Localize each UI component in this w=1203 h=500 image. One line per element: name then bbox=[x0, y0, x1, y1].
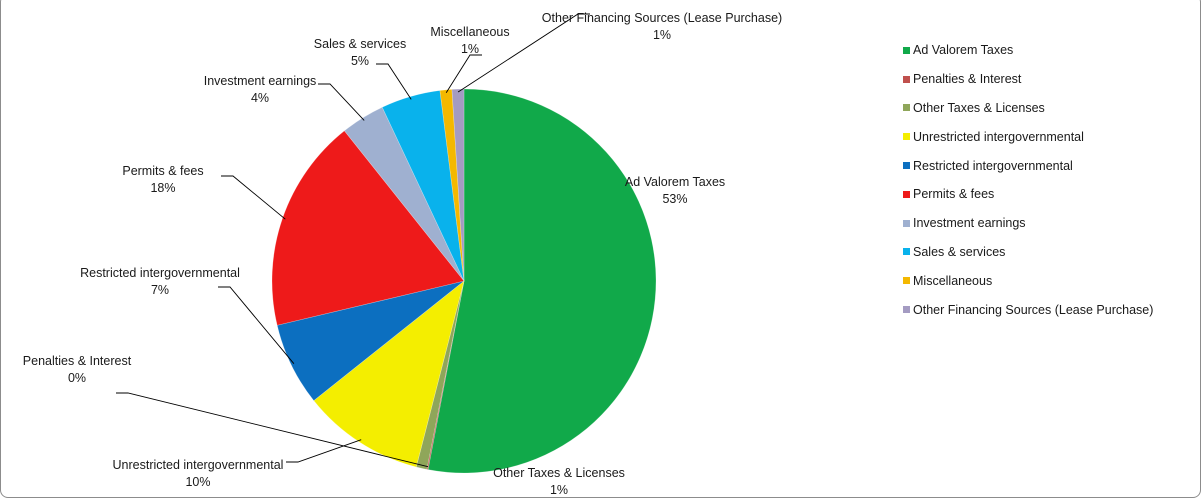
legend-label: Sales & services bbox=[913, 244, 1006, 259]
data-label-percent: 7% bbox=[151, 283, 169, 297]
pie-slice-restricted-intergovernmental bbox=[276, 280, 465, 402]
data-label-percent: 5% bbox=[351, 54, 369, 68]
data-label-name: Miscellaneous bbox=[430, 25, 509, 39]
data-label-name: Permits & fees bbox=[122, 164, 203, 178]
data-label-name: Ad Valorem Taxes bbox=[625, 175, 725, 189]
data-label-restricted-intergovernmental: Restricted intergovernmental 7% bbox=[80, 266, 240, 297]
data-label-miscellaneous: Miscellaneous 1% bbox=[430, 25, 509, 56]
pie-slice-permits-and-fees bbox=[271, 130, 465, 326]
legend-label: Miscellaneous bbox=[913, 273, 993, 288]
data-label-name: Unrestricted intergovernmental bbox=[113, 458, 284, 472]
legend-label: Other Financing Sources (Lease Purchase) bbox=[913, 302, 1154, 317]
legend: Ad Valorem Taxes Penalties & Interest Othe… bbox=[903, 36, 1203, 324]
leader-line-restricted-intergovernmental bbox=[218, 286, 295, 364]
pie-slices bbox=[271, 88, 657, 474]
legend-label: Ad Valorem Taxes bbox=[913, 43, 1014, 58]
data-label-name: Other Taxes & Licenses bbox=[493, 466, 625, 480]
pie-slice-other-taxes-and-licenses bbox=[415, 280, 465, 470]
legend-swatch bbox=[903, 75, 910, 83]
legend-swatch bbox=[903, 133, 910, 141]
data-label-percent: 1% bbox=[550, 483, 568, 497]
leader-line-investment-earnings bbox=[318, 83, 365, 121]
data-label-percent: 53% bbox=[662, 192, 687, 206]
legend-item-permits-and-fees: Permits & fees bbox=[903, 180, 1203, 209]
legend-swatch bbox=[903, 190, 910, 198]
data-label-sales-and-services: Sales & services 5% bbox=[314, 37, 406, 68]
legend-item-investment-earnings: Investment earnings bbox=[903, 209, 1203, 238]
legend-swatch bbox=[903, 46, 910, 54]
data-label-name: Sales & services bbox=[314, 37, 406, 51]
data-label-penalties-and-interest: Penalties & Interest 0% bbox=[23, 354, 132, 385]
pie-slice-investment-earnings bbox=[343, 106, 465, 282]
legend-item-penalties-and-interest: Penalties & Interest bbox=[903, 65, 1203, 94]
pie-slice-unrestricted-intergovernmental bbox=[313, 280, 465, 468]
data-label-percent: 10% bbox=[185, 475, 210, 489]
legend-swatch bbox=[903, 277, 910, 285]
data-label-percent: 1% bbox=[461, 42, 479, 56]
leader-line-other-financing-sources-lease-purchase bbox=[457, 13, 590, 93]
data-label-other-financing-sources-lease-purchase: Other Financing Sources (Lease Purchase)… bbox=[542, 11, 782, 42]
legend-label: Investment earnings bbox=[913, 216, 1026, 231]
legend-item-miscellaneous: Miscellaneous bbox=[903, 266, 1203, 295]
legend-swatch bbox=[903, 248, 910, 256]
legend-swatch bbox=[903, 162, 910, 170]
legend-label: Permits & fees bbox=[913, 187, 995, 202]
data-label-name: Penalties & Interest bbox=[23, 354, 132, 368]
data-label-permits-and-fees: Permits & fees 18% bbox=[122, 164, 203, 195]
data-label-percent: 0% bbox=[68, 371, 86, 385]
data-label-percent: 1% bbox=[653, 28, 671, 42]
leader-lines bbox=[116, 13, 590, 468]
pie-slice-other-financing-sources-lease-purchase bbox=[451, 88, 465, 282]
data-label-name: Restricted intergovernmental bbox=[80, 266, 240, 280]
leader-line-permits-and-fees bbox=[221, 175, 286, 220]
leader-line-sales-and-services bbox=[376, 63, 412, 100]
legend-item-other-taxes-and-licenses: Other Taxes & Licenses bbox=[903, 94, 1203, 123]
data-label-unrestricted-intergovernmental: Unrestricted intergovernmental 10% bbox=[113, 458, 284, 489]
legend-label: Penalties & Interest bbox=[913, 72, 1022, 87]
legend-swatch bbox=[903, 306, 910, 314]
legend-item-restricted-intergovernmental: Restricted intergovernmental bbox=[903, 151, 1203, 180]
legend-item-ad-valorem-taxes: Ad Valorem Taxes bbox=[903, 36, 1203, 65]
legend-label: Restricted intergovernmental bbox=[913, 158, 1073, 173]
legend-label: Unrestricted intergovernmental bbox=[913, 129, 1084, 144]
legend-swatch bbox=[903, 219, 910, 227]
leader-line-miscellaneous bbox=[445, 54, 482, 93]
pie-slice-miscellaneous bbox=[439, 89, 465, 282]
legend-item-other-financing-sources-lease-purchase: Other Financing Sources (Lease Purchase) bbox=[903, 295, 1203, 324]
data-label-name: Other Financing Sources (Lease Purchase) bbox=[542, 11, 782, 25]
data-label-percent: 4% bbox=[251, 91, 269, 105]
legend-label: Other Taxes & Licenses bbox=[913, 100, 1045, 115]
leader-line-penalties-and-interest bbox=[116, 392, 429, 468]
pie-slice-penalties-and-interest bbox=[426, 280, 465, 470]
data-labels: Ad Valorem Taxes 53% Penalties & Interest 0… bbox=[23, 11, 782, 497]
data-label-investment-earnings: Investment earnings 4% bbox=[204, 74, 317, 105]
data-label-other-taxes-and-licenses: Other Taxes & Licenses 1% bbox=[493, 466, 625, 497]
data-label-percent: 18% bbox=[150, 181, 175, 195]
leader-line-unrestricted-intergovernmental bbox=[286, 439, 362, 463]
legend-swatch bbox=[903, 104, 910, 112]
data-label-name: Investment earnings bbox=[204, 74, 317, 88]
pie-slice-sales-and-services bbox=[381, 90, 465, 282]
legend-item-sales-and-services: Sales & services bbox=[903, 238, 1203, 267]
legend-item-unrestricted-intergovernmental: Unrestricted intergovernmental bbox=[903, 122, 1203, 151]
data-label-ad-valorem-taxes: Ad Valorem Taxes 53% bbox=[625, 175, 725, 206]
pie-slice-ad-valorem-taxes bbox=[427, 88, 657, 474]
